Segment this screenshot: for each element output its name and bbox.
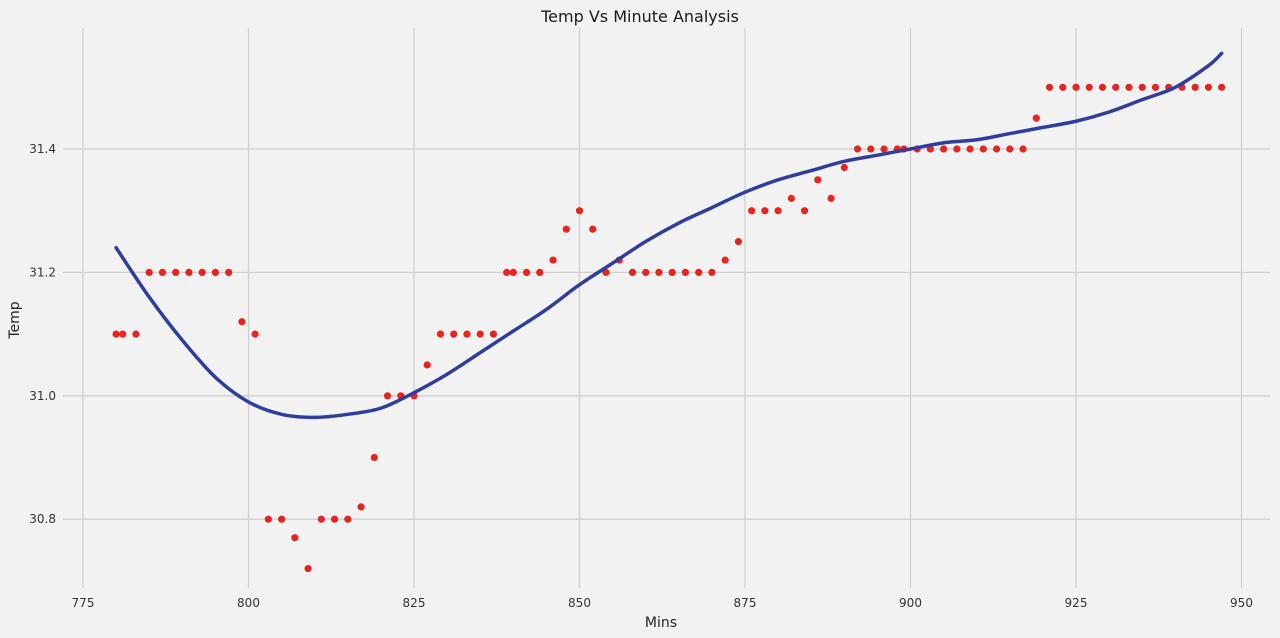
data-point xyxy=(721,256,729,264)
x-tick-label: 825 xyxy=(403,596,426,610)
data-point xyxy=(1072,83,1080,91)
data-point xyxy=(1019,145,1027,153)
data-point xyxy=(953,145,961,153)
data-point xyxy=(774,207,782,215)
data-point xyxy=(814,176,822,184)
data-point xyxy=(211,268,219,276)
data-point xyxy=(1032,114,1040,122)
data-point xyxy=(575,207,584,215)
data-point xyxy=(827,194,835,202)
data-point xyxy=(562,225,570,233)
data-point xyxy=(708,268,716,276)
data-point xyxy=(1045,83,1054,91)
data-point xyxy=(734,237,742,246)
data-point xyxy=(1191,83,1199,91)
data-point xyxy=(522,268,531,276)
y-tick-labels: 30.8 31.0 31.2 31.4 xyxy=(29,142,56,526)
data-point xyxy=(1218,83,1226,91)
x-tick-labels: 775 800 825 850 875 900 925 950 xyxy=(72,596,1253,610)
fit-curve xyxy=(114,51,1224,420)
data-point xyxy=(112,330,120,338)
data-point xyxy=(761,207,769,215)
data-point xyxy=(853,145,862,153)
data-point xyxy=(748,207,756,215)
x-tick-label: 775 xyxy=(72,596,95,610)
y-gridlines xyxy=(63,148,1270,520)
x-tick-label: 925 xyxy=(1065,596,1088,610)
data-point xyxy=(1085,83,1093,91)
data-point xyxy=(423,361,431,369)
data-point xyxy=(1006,145,1014,153)
data-point xyxy=(1125,83,1133,91)
data-point xyxy=(589,225,597,233)
data-point xyxy=(628,268,637,276)
data-point xyxy=(1059,83,1067,91)
data-point xyxy=(344,515,352,523)
data-point xyxy=(940,145,948,153)
data-point xyxy=(655,268,663,276)
data-point xyxy=(330,515,339,523)
data-point xyxy=(317,515,325,523)
data-point xyxy=(549,256,557,264)
data-point xyxy=(370,453,378,462)
x-tick-label: 800 xyxy=(237,596,260,610)
x-tick-label: 950 xyxy=(1230,596,1253,610)
y-tick-label: 30.8 xyxy=(29,512,56,526)
data-point xyxy=(278,515,286,523)
scatter-points xyxy=(112,83,1226,573)
data-point xyxy=(1151,83,1160,91)
data-point xyxy=(172,268,180,276)
data-point xyxy=(503,268,511,276)
data-point xyxy=(489,330,498,338)
data-point xyxy=(119,330,127,338)
x-tick-label: 850 xyxy=(568,596,591,610)
y-tick-label: 31.4 xyxy=(29,142,56,156)
data-point xyxy=(225,268,233,276)
y-axis-label: Temp xyxy=(7,301,23,339)
data-point xyxy=(787,194,795,202)
data-point xyxy=(992,145,1001,153)
data-point xyxy=(264,515,272,523)
data-point xyxy=(880,145,888,153)
data-point xyxy=(979,145,987,153)
data-point xyxy=(198,268,206,276)
data-point xyxy=(1098,83,1107,91)
data-point xyxy=(681,268,690,276)
data-point xyxy=(158,268,167,276)
y-tick-label: 31.2 xyxy=(29,265,56,279)
data-point xyxy=(383,392,392,400)
x-tick-label: 875 xyxy=(734,596,757,610)
data-point xyxy=(476,330,484,338)
data-point xyxy=(132,330,140,338)
data-point xyxy=(1112,83,1120,91)
data-point xyxy=(185,268,193,276)
data-point xyxy=(1204,83,1212,91)
data-point xyxy=(966,145,974,153)
chart-title: Temp Vs Minute Analysis xyxy=(540,7,739,26)
data-point xyxy=(463,330,471,338)
data-point xyxy=(642,268,650,276)
data-point xyxy=(357,503,365,511)
x-tick-label: 900 xyxy=(899,596,922,610)
y-tick-label: 31.0 xyxy=(29,389,56,403)
data-point xyxy=(867,145,875,153)
data-point xyxy=(1138,83,1146,91)
data-point xyxy=(450,330,458,338)
data-point xyxy=(840,163,848,172)
data-point xyxy=(304,564,312,573)
data-point xyxy=(800,207,809,215)
data-point xyxy=(251,330,259,338)
data-point xyxy=(536,268,544,276)
data-point xyxy=(145,268,153,276)
data-point xyxy=(509,268,517,276)
data-point xyxy=(668,268,676,276)
data-point xyxy=(695,268,703,276)
data-point xyxy=(291,534,299,542)
x-axis-label: Mins xyxy=(645,615,677,631)
data-point xyxy=(238,318,246,326)
data-point xyxy=(436,330,445,338)
